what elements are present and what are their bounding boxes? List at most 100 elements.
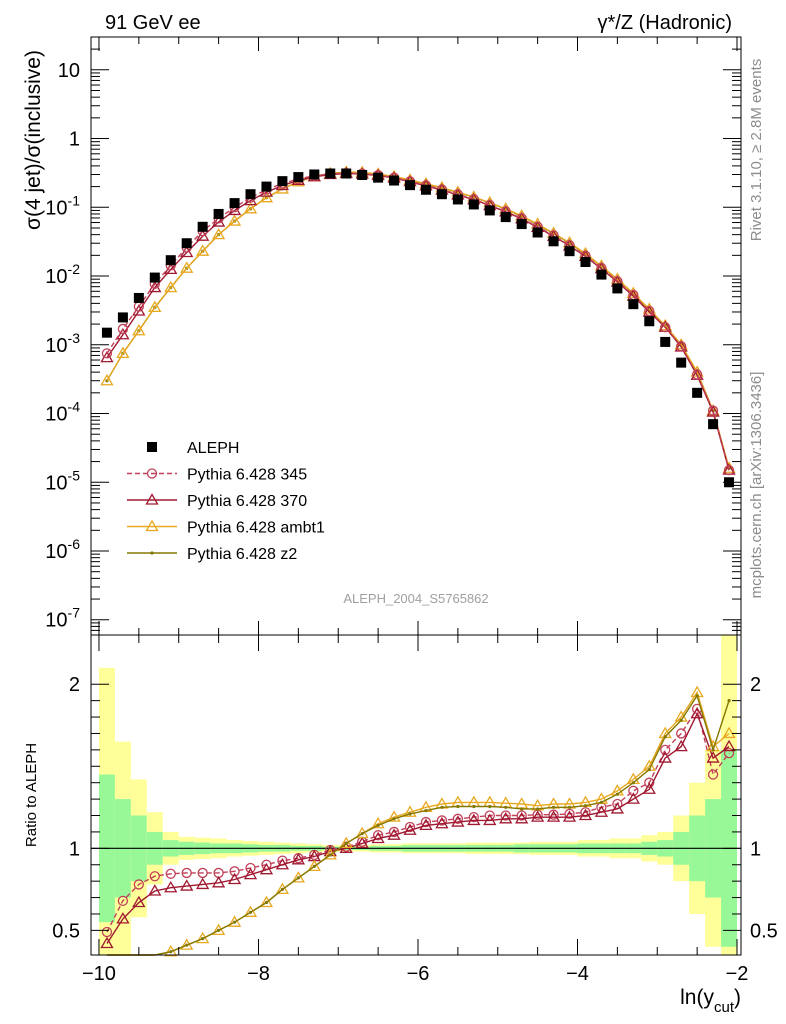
legend-label-pythia-6-428-345: Pythia 6.428 345: [187, 467, 307, 484]
data-point-pythia-6-428-ambt1: [227, 915, 242, 927]
data-point-pythia-6-428-345: [516, 810, 527, 821]
data-point-pythia-6-428-z2: [264, 900, 269, 905]
main-y-tick-base: 10: [45, 197, 67, 219]
series-pythia-6-428-345: [101, 167, 735, 476]
series-aleph: [101, 168, 735, 488]
data-point-pythia-6-428-ambt1: [291, 871, 305, 883]
data-point-pythia-6-428-ambt1: [610, 272, 625, 284]
x-axis-label-main: ln(y: [680, 986, 714, 1009]
data-point-pythia-6-428-z2: [520, 807, 524, 811]
x-axis-label-subscript: cut: [714, 999, 735, 1016]
data-point-pythia-6-428-370: [419, 818, 433, 831]
data-point-pythia-6-428-370: [403, 823, 417, 835]
main-y-tick-label: 10-3: [45, 330, 80, 357]
data-point-pythia-6-428-370: [275, 857, 290, 870]
data-point-aleph: [596, 269, 607, 280]
data-point-aleph: [101, 327, 112, 338]
legend-marker-pythia-6-428-z2: [150, 551, 154, 555]
data-point-pythia-6-428-z2: [185, 943, 189, 947]
data-point-aleph: [532, 227, 543, 238]
data-point-pythia-6-428-345: [229, 866, 240, 877]
legend-entry-pythia-6-428-ambt1: Pythia 6.428 ambt1: [127, 520, 325, 537]
data-point-pythia-6-428-ambt1: [275, 182, 290, 194]
main-y-tick-base: 10: [45, 266, 67, 288]
data-point-pythia-6-428-z2: [280, 887, 285, 891]
data-point-aleph: [293, 172, 304, 183]
ratio-y-tick-label-right: 0.5: [750, 920, 778, 942]
data-point-pythia-6-428-370: [355, 836, 369, 849]
data-point-pythia-6-428-z2: [392, 817, 396, 821]
data-point-pythia-6-428-345: [676, 728, 687, 739]
data-point-pythia-6-428-z2: [376, 823, 380, 827]
data-point-pythia-6-428-z2: [488, 804, 492, 809]
data-point-pythia-6-428-345: [628, 785, 639, 797]
data-point-pythia-6-428-370: [626, 792, 640, 804]
main-y-tick-label: 10-4: [45, 399, 80, 426]
data-point-pythia-6-428-z2: [727, 699, 731, 703]
data-point-pythia-6-428-ambt1: [180, 261, 194, 273]
ratio-y-tick-label-right: 2: [750, 674, 761, 696]
data-point-pythia-6-428-z2: [296, 876, 300, 880]
data-point-pythia-6-428-ambt1: [148, 300, 162, 313]
data-point-pythia-6-428-370: [243, 867, 258, 880]
data-point-pythia-6-428-345: [149, 871, 160, 882]
legend-label-aleph: ALEPH: [187, 440, 239, 457]
header-right-label: γ*/Z (Hadronic): [598, 12, 732, 34]
ratio-y-tick-label-left: 1: [69, 838, 80, 860]
data-point-pythia-6-428-ambt1: [243, 905, 258, 917]
series-line-pythia-6-428-370: [106, 172, 730, 471]
legend-entry-pythia-6-428-345: Pythia 6.428 345: [127, 467, 307, 484]
ratio-y-tick-label-right: 1: [750, 838, 761, 860]
data-point-pythia-6-428-z2: [599, 800, 604, 804]
data-point-pythia-6-428-z2: [663, 735, 667, 739]
x-tick-label: −10: [82, 963, 116, 985]
data-point-pythia-6-428-370: [227, 872, 242, 885]
main-y-axis-label: σ(4 jet)/σ(inclusive): [22, 50, 45, 230]
series-pythia-6-428-z2: [107, 694, 731, 956]
data-point-pythia-6-428-z2: [360, 831, 364, 836]
x-tick-label: −8: [247, 963, 270, 985]
header-right-process: (Hadronic): [633, 12, 732, 34]
main-series-layer: [100, 165, 736, 488]
data-point-pythia-6-428-z2: [408, 812, 412, 816]
data-point-pythia-6-428-z2: [344, 841, 348, 846]
legend-entry-aleph: ALEPH: [147, 440, 239, 457]
data-point-pythia-6-428-345: [644, 305, 655, 317]
main-y-tick-exponent: -4: [68, 399, 81, 415]
data-point-aleph: [420, 184, 431, 195]
data-point-pythia-6-428-370: [211, 875, 226, 888]
data-point-pythia-6-428-z2: [504, 805, 508, 809]
x-axis-label: ln(ycut): [680, 986, 741, 1016]
legend: ALEPH Pythia 6.428 345 Pythia 6.428 370 Pyt…: [127, 440, 325, 563]
series-pythia-6-428-370: [100, 706, 736, 949]
data-point-pythia-6-428-345: [165, 868, 176, 879]
data-point-pythia-6-428-z2: [440, 805, 444, 809]
data-point-pythia-6-428-z2: [583, 804, 588, 808]
data-point-pythia-6-428-370: [674, 739, 688, 752]
main-y-tick-label: 10-5: [45, 467, 80, 494]
data-point-aleph: [564, 246, 575, 257]
data-point-pythia-6-428-370: [642, 782, 656, 794]
data-point-pythia-6-428-370: [116, 327, 130, 340]
main-y-tick-base: 1: [69, 129, 80, 151]
data-point-aleph: [452, 194, 463, 205]
legend-label-pythia-6-428-370: Pythia 6.428 370: [187, 493, 307, 510]
series-line-pythia-6-428-345: [106, 172, 730, 471]
data-point-pythia-6-428-370: [658, 751, 672, 763]
data-point-pythia-6-428-370: [594, 805, 609, 817]
main-y-tick-label: 10: [58, 60, 80, 82]
data-point-pythia-6-428-370: [467, 813, 481, 826]
data-point-aleph: [468, 199, 479, 210]
data-point-pythia-6-428-ambt1: [339, 836, 353, 849]
data-point-pythia-6-428-370: [578, 808, 593, 821]
data-point-pythia-6-428-370: [180, 879, 194, 891]
data-point-aleph: [628, 299, 639, 310]
data-point-pythia-6-428-z2: [424, 808, 428, 813]
data-point-pythia-6-428-370: [132, 895, 146, 908]
data-point-aleph: [692, 387, 703, 398]
main-y-tick-base: 10: [45, 541, 67, 563]
data-point-pythia-6-428-370: [435, 816, 449, 829]
data-point-aleph: [197, 221, 208, 232]
data-point-pythia-6-428-345: [660, 744, 671, 756]
